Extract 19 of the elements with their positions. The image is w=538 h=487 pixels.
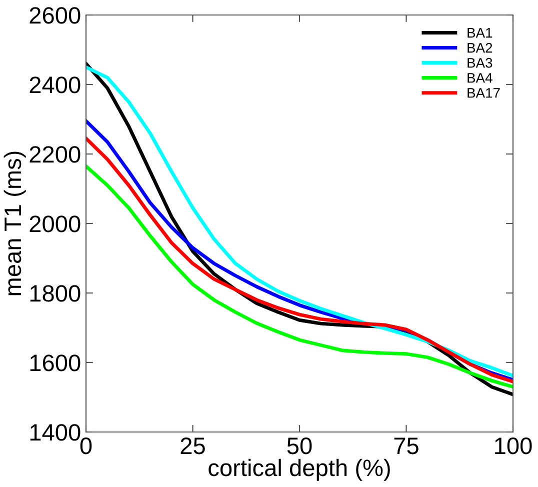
y-tick-label: 2400 — [30, 76, 80, 94]
y-tick-label: 1800 — [30, 285, 80, 302]
y-tick-label: 1600 — [30, 354, 80, 372]
y-axis-title: mean T1 (ms) — [4, 152, 26, 296]
y-tick-label: 2200 — [30, 146, 80, 163]
legend-label: BA2 — [468, 42, 492, 53]
x-tick-label: 75 — [394, 438, 418, 454]
legend-label: BA4 — [468, 73, 492, 83]
y-tick-label: 2600 — [30, 7, 80, 24]
legend-label: BA17 — [468, 88, 500, 98]
y-tick-label: 2000 — [30, 216, 80, 232]
y-tick-label: 1400 — [30, 424, 80, 441]
legend-label: BA1 — [468, 28, 492, 38]
x-tick-label: 25 — [180, 437, 205, 454]
x-axis-title: cortical depth (%) — [208, 458, 390, 481]
x-tick-label: 100 — [495, 437, 532, 454]
x-tick-label: 0 — [80, 437, 92, 454]
x-tick-label: 50 — [287, 437, 312, 454]
legend-label: BA3 — [468, 58, 492, 68]
